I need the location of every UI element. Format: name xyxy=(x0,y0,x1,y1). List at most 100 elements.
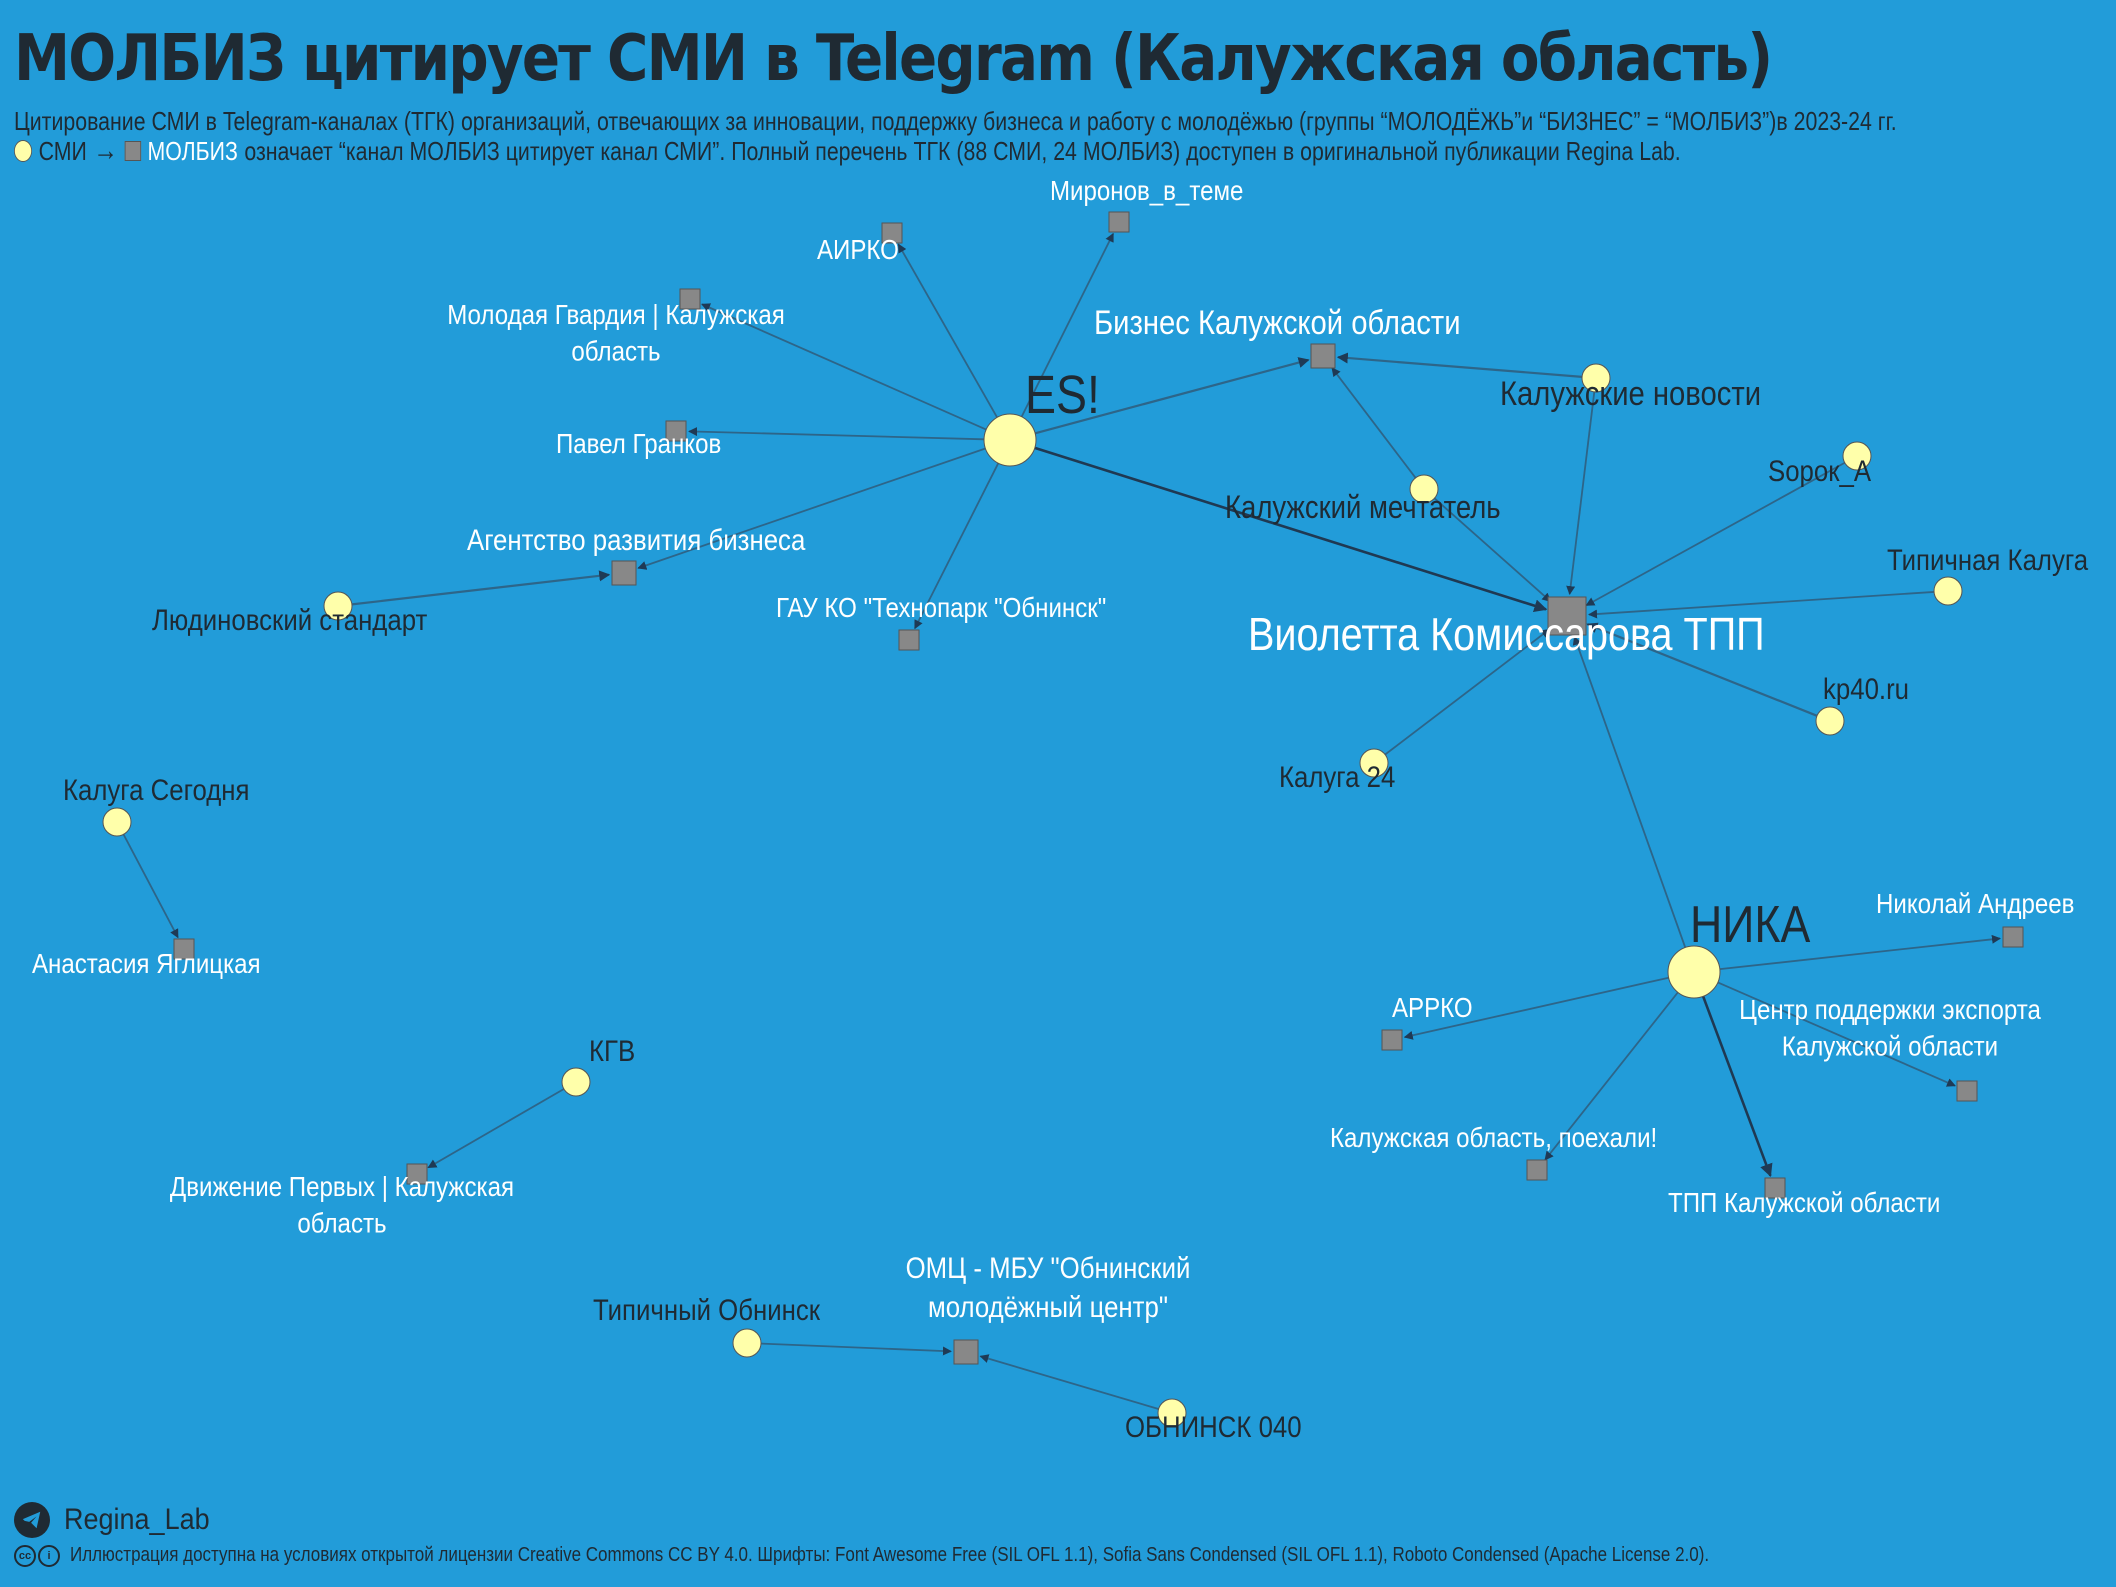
node-label-kseg: Калуга Сегодня xyxy=(63,773,250,806)
edge-es-airko xyxy=(897,243,998,418)
node-tipo-circle xyxy=(732,1328,762,1358)
node-bko-square xyxy=(1310,343,1336,369)
node-kseg-circle xyxy=(102,807,132,837)
node-km-circle xyxy=(1409,474,1439,504)
edge-obn040-omc xyxy=(979,1354,1159,1410)
node-kgv-circle xyxy=(561,1067,591,1097)
node-label-tipo: Типичный Обнинск xyxy=(593,1293,821,1326)
edge-es-gau xyxy=(914,462,1000,630)
edge-kseg-ay xyxy=(122,833,179,939)
node-label-k24: Калуга 24 xyxy=(1279,760,1395,793)
legend-molbiz-label: МОЛБИЗ xyxy=(147,135,238,166)
edge-kn-vk xyxy=(1566,391,1596,596)
node-obn040-circle xyxy=(1157,1398,1187,1428)
node-label-cpe: Центр поддержки экспорта Калужской област… xyxy=(1739,993,2041,1062)
node-label-tppko: ТПП Калужской области xyxy=(1668,1186,1940,1218)
node-label-pg: Павел Гранков xyxy=(556,427,721,459)
edge-km-bko xyxy=(1331,367,1417,479)
telegram-icon xyxy=(14,1502,50,1538)
node-label-nika: НИКА xyxy=(1690,896,1811,954)
node-label-airko: АИРКО xyxy=(817,233,899,265)
edge-es-vk xyxy=(1034,446,1548,613)
edge-es-arb xyxy=(637,447,986,570)
edge-tipo-omc xyxy=(760,1342,952,1356)
edge-kp40-vk xyxy=(1586,622,1818,717)
node-kp40-circle xyxy=(1815,706,1845,736)
license-text: Иллюстрация доступна на условиях открыто… xyxy=(70,1544,1710,1566)
edge-nika-arrko xyxy=(1403,976,1669,1040)
node-es-circle xyxy=(983,413,1037,467)
node-label-kp40: kp40.ru xyxy=(1823,672,1909,705)
node-label-mir: Миронов_в_теме xyxy=(1050,174,1243,206)
edge-nika-kop xyxy=(1544,991,1679,1161)
edge-es-pg xyxy=(688,427,985,441)
edge-tipk-vk xyxy=(1588,591,1935,619)
legend-text: означает “канал МОЛБИЗ цитирует канал СМ… xyxy=(244,135,1681,166)
node-label-mg: Молодая Гвардия | Калужская область xyxy=(447,298,785,367)
node-label-gau: ГАУ КО "Технопарк "Обнинск" xyxy=(776,591,1106,623)
node-label-es: ES! xyxy=(1025,364,1100,425)
node-label-arrko: АРРКО xyxy=(1392,991,1473,1023)
node-gau-square xyxy=(898,629,920,651)
legend-molbiz-square-icon xyxy=(124,141,141,161)
node-label-na: Николай Андреев xyxy=(1876,887,2074,919)
node-label-tipk: Типичная Калуга xyxy=(1887,543,2088,576)
node-label-vk: Виолетта Комиссарова ТПП xyxy=(1248,609,1765,660)
node-mir-square xyxy=(1108,211,1130,233)
node-arb-square xyxy=(611,560,637,586)
node-label-sorok: Sорок_А xyxy=(1768,454,1871,487)
edge-sorok-vk xyxy=(1585,461,1846,607)
node-label-km: Калужский мечтатель xyxy=(1225,490,1501,525)
node-label-kn: Калужские новости xyxy=(1500,374,1761,413)
edge-es-bko xyxy=(1034,357,1310,435)
node-pg-square xyxy=(665,420,687,442)
edge-nika-tppko xyxy=(1701,995,1773,1178)
node-mg-square xyxy=(679,288,701,310)
node-label-ay: Анастасия Яглицкая xyxy=(32,947,261,979)
node-omc-square xyxy=(953,1339,979,1365)
chart-title: МОЛБИЗ цитирует СМИ в Telegram (Калужска… xyxy=(14,22,1773,96)
legend-smi-label: СМИ xyxy=(38,135,87,166)
node-na-square xyxy=(2002,926,2024,948)
node-cpe-square xyxy=(1956,1080,1978,1102)
node-label-obn040: ОБНИНСК 040 xyxy=(1125,1410,1302,1443)
edge-nika-cpe xyxy=(1717,981,1956,1087)
node-dp-square xyxy=(406,1163,428,1185)
telegram-channel-name: Regina_Lab xyxy=(64,1503,210,1536)
edge-nika-vk xyxy=(1572,635,1687,948)
node-nika-circle xyxy=(1667,945,1721,999)
node-ay-square xyxy=(173,938,195,960)
node-kop-square xyxy=(1526,1159,1548,1181)
node-label-kop: Калужская область, поехали! xyxy=(1330,1121,1657,1153)
node-arrko-square xyxy=(1381,1029,1403,1051)
cc-license-icon: cc i xyxy=(14,1544,60,1567)
node-tppko-square xyxy=(1764,1177,1786,1199)
node-label-bko: Бизнес Калужской области xyxy=(1094,303,1461,342)
edge-nika-na xyxy=(1719,934,2001,971)
footer-telegram: Regina_Lab xyxy=(14,1502,226,1538)
node-sorok-circle xyxy=(1842,441,1872,471)
node-airko-square xyxy=(881,222,903,244)
edge-es-mg xyxy=(701,303,987,431)
legend: СМИ → МОЛБИЗ означает “канал МОЛБИЗ цити… xyxy=(14,134,1681,168)
edge-es-mir xyxy=(1020,232,1114,418)
node-label-dp: Движение Первых | Калужская область xyxy=(170,1170,514,1239)
edge-kgv-dp xyxy=(427,1088,565,1169)
edge-kn-bko xyxy=(1336,352,1583,378)
legend-arrow-icon: → xyxy=(93,134,119,167)
node-lyud-circle xyxy=(323,591,353,621)
legend-smi-circle-icon xyxy=(14,140,33,162)
node-label-lyud: Людиновский стандарт xyxy=(152,603,427,636)
edge-km-vk xyxy=(1433,497,1552,603)
footer-license: cc i Иллюстрация доступна на условиях отк… xyxy=(14,1544,1998,1567)
node-vk-square xyxy=(1547,596,1587,636)
node-label-arb: Агентство развития бизнеса xyxy=(467,523,806,556)
node-tipk-circle xyxy=(1933,576,1963,606)
node-k24-circle xyxy=(1359,748,1389,778)
node-kn-circle xyxy=(1581,363,1611,393)
node-label-omc: ОМЦ - МБУ "Обнинский молодёжный центр" xyxy=(906,1251,1191,1323)
edge-k24-vk xyxy=(1384,628,1551,756)
chart-subtitle: Цитирование СМИ в Telegram-каналах (ТГК)… xyxy=(14,106,1897,136)
node-label-kgv: КГВ xyxy=(589,1034,635,1067)
